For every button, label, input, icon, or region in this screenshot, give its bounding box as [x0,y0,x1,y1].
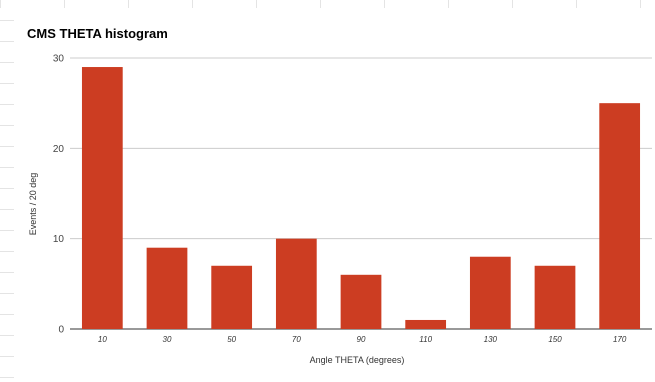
chart-card[interactable]: CMS THETA histogram 0 10 20 30 10 30 50 70 90 11… [14,8,655,382]
bar-10[interactable] [81,67,123,330]
bar-130[interactable] [469,256,511,329]
x-tick-label: 90 [357,335,366,344]
x-tick-label: 70 [292,335,301,344]
bar-170[interactable] [599,103,641,330]
y-tick-label: 30 [53,54,65,65]
y-tick-label: 10 [53,234,65,245]
x-tick-label: 170 [613,335,627,344]
y-tick-label: 20 [53,144,65,155]
bar-70[interactable] [275,238,317,329]
bar-110[interactable] [405,319,447,329]
x-axis-label: Angle THETA (degrees) [310,355,405,365]
x-axis-ticks: 10 30 50 70 90 110 130 150 170 [98,335,627,344]
y-axis-label: Events / 20 deg [28,173,38,236]
x-tick-label: 150 [548,335,562,344]
y-tick-label: 0 [58,325,64,336]
x-tick-label: 30 [163,335,172,344]
y-axis-ticks: 0 10 20 30 [53,54,65,336]
bar-50[interactable] [211,265,253,329]
bar-150[interactable] [534,265,576,329]
bar-30[interactable] [146,247,188,329]
chart-plot: 0 10 20 30 10 30 50 70 90 110 130 150 170 Events / … [28,54,652,365]
x-tick-label: 130 [484,335,498,344]
x-tick-label: 10 [98,335,107,344]
bar-series [81,67,641,330]
bar-90[interactable] [340,274,382,329]
x-tick-label: 110 [419,335,432,344]
x-tick-label: 50 [227,335,236,344]
chart-title: CMS THETA histogram [27,26,168,41]
